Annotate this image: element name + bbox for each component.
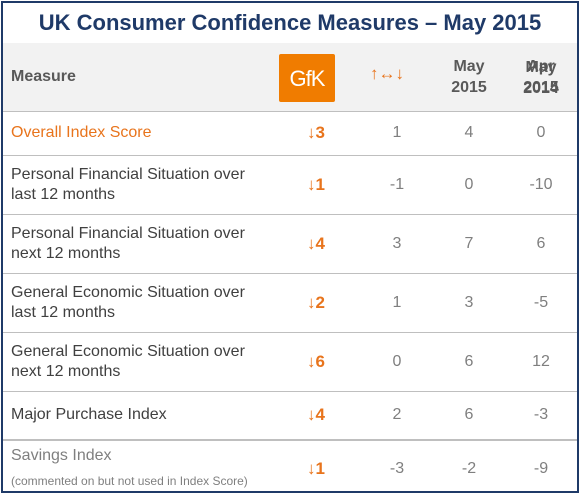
- row-value-may2015: 3: [392, 234, 402, 252]
- row-value-apr2015: 0: [464, 175, 474, 193]
- row-value-may2014: 12: [532, 352, 550, 370]
- measure-header-label: Measure: [11, 68, 76, 86]
- table-row: General Economic Situation over last 12 …: [3, 273, 577, 332]
- col-header-line1: May: [453, 57, 485, 75]
- row-value-apr2015: 3: [464, 293, 474, 311]
- col-header-may2015: May 2015: [433, 43, 505, 111]
- row-trend: ↓1: [307, 458, 325, 478]
- table-row: Major Purchase Index ↓4 2 6 -3: [3, 391, 577, 440]
- trend-symbol: ↑↔↓: [370, 64, 404, 83]
- row-label: General Economic Situation over next 12 …: [3, 332, 271, 391]
- col-header-line2: 2014: [523, 80, 559, 97]
- col-header-may2014: May 2014: [505, 57, 577, 99]
- row-value-may2015: 0: [392, 352, 402, 370]
- row-value-may2015: 1: [392, 293, 402, 311]
- row-trend: ↓3: [307, 123, 325, 142]
- row-label-line1: Personal Financial Situation over: [11, 165, 245, 183]
- row-label: Personal Financial Situation over last 1…: [3, 155, 271, 214]
- row-trend: ↓4: [307, 233, 325, 253]
- row-value-may2015: 2: [392, 406, 402, 424]
- table-row: General Economic Situation over next 12 …: [3, 332, 577, 391]
- col-header-line2: 2015: [523, 78, 559, 96]
- row-label: Savings Index (commented on but not used…: [3, 440, 271, 491]
- row-value-may2014: 0: [536, 124, 546, 141]
- row-trend: ↓2: [307, 292, 325, 312]
- row-label-line1: Personal Financial Situation over: [11, 224, 245, 242]
- row-label-line1: Savings Index: [11, 447, 112, 464]
- row-label: Major Purchase Index: [3, 391, 271, 440]
- table-row: Savings Index (commented on but not used…: [3, 440, 577, 491]
- row-label-line2: next 12 months: [11, 244, 121, 262]
- col-header-line2: 2015: [451, 78, 487, 96]
- row-value-may2014: -5: [533, 293, 549, 311]
- row-value-may2014: -3: [533, 406, 549, 424]
- row-value-may2014: -10: [529, 175, 553, 193]
- table-row: Personal Financial Situation over next 1…: [3, 214, 577, 273]
- row-value-apr2015: -2: [461, 459, 477, 477]
- header-row: Measure GfK ↑↔↓ May 2015 Apr 2015: [3, 43, 577, 111]
- row-label: Overall Index Score: [3, 111, 271, 155]
- confidence-table: Measure GfK ↑↔↓ May 2015 Apr 2015: [3, 43, 577, 491]
- row-label-line2: last 12 months: [11, 303, 116, 321]
- row-value-may2015: 1: [392, 124, 402, 141]
- row-trend: ↓4: [307, 405, 325, 425]
- logo-cell: GfK: [271, 43, 361, 111]
- trend-header: ↑↔↓: [361, 43, 433, 111]
- table-row: Overall Index Score ↓3 1 4 0: [3, 111, 577, 155]
- page-title: UK Consumer Confidence Measures – May 20…: [38, 10, 542, 35]
- row-value-apr2015: 6: [464, 352, 474, 370]
- gfk-logo-text: GfK: [289, 65, 326, 91]
- col-header-line1: May: [525, 59, 557, 76]
- row-label: Personal Financial Situation over next 1…: [3, 214, 271, 273]
- row-value-may2015: -1: [389, 175, 405, 193]
- row-label-line1: General Economic Situation over: [11, 283, 245, 301]
- row-value-may2015: -3: [389, 459, 405, 477]
- row-note: (commented on but not used in Index Scor…: [11, 474, 248, 488]
- row-value-apr2015: 6: [464, 406, 474, 424]
- col-header-line1: Apr: [527, 57, 555, 75]
- row-trend: ↓1: [307, 174, 325, 194]
- row-label-line2: next 12 months: [11, 362, 121, 380]
- measure-header: Measure: [3, 43, 271, 111]
- row-value-may2014: -9: [533, 459, 549, 477]
- row-label-line1: Major Purchase Index: [11, 406, 167, 424]
- col-header-apr2015: Apr 2015: [505, 43, 577, 111]
- row-label: General Economic Situation over last 12 …: [3, 273, 271, 332]
- table-row: Personal Financial Situation over last 1…: [3, 155, 577, 214]
- row-value-may2014: 6: [536, 234, 546, 252]
- row-label-line1: Overall Index Score: [11, 124, 152, 141]
- row-value-apr2015: 4: [464, 124, 474, 141]
- row-label-line2: last 12 months: [11, 185, 116, 203]
- row-value-apr2015: 7: [464, 234, 474, 252]
- gfk-logo: GfK: [279, 54, 335, 102]
- row-trend: ↓6: [307, 351, 325, 371]
- row-label-line1: General Economic Situation over: [11, 342, 245, 360]
